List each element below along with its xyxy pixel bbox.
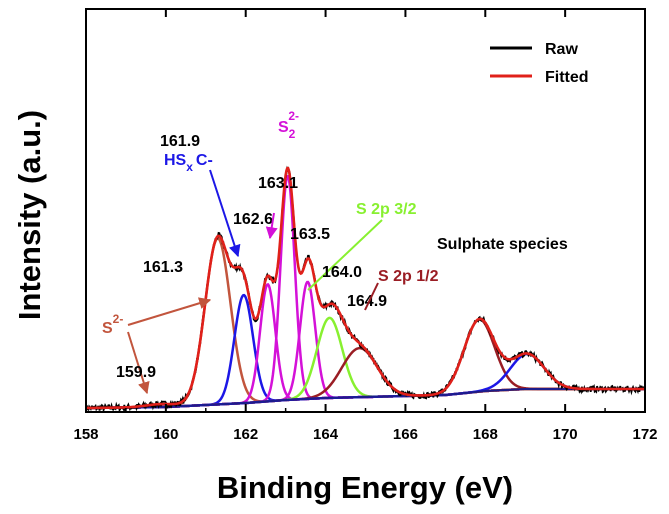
x-axis-title: Binding Energy (eV)	[217, 470, 513, 505]
y-axis-title: Intensity (a.u.)	[12, 110, 47, 320]
arrow-s2p12	[364, 282, 379, 311]
label-163-5: 163.5	[290, 226, 330, 243]
x-tick-label-158: 158	[73, 426, 98, 443]
x-tick-label-166: 166	[393, 426, 418, 443]
peak-annotations: 161.9 HSx C- S22- 163.1 162.6 163.5 S 2p …	[102, 109, 568, 395]
x-tick-label-160: 160	[153, 426, 178, 443]
x-tick-label-164: 164	[313, 426, 339, 443]
x-tick-label-162: 162	[233, 426, 258, 443]
label-162-6: 162.6	[233, 211, 273, 228]
arrow-s2minus-2	[127, 331, 150, 395]
fit-curves	[86, 165, 645, 412]
label-164-9: 164.9	[347, 293, 387, 310]
label-s2p12: S 2p 1/2	[378, 268, 439, 285]
fitted-curve	[86, 166, 645, 410]
label-163-1: 163.1	[258, 175, 298, 192]
baseline-curve	[86, 388, 645, 409]
x-axis-ticks: 158 160 162 164 166 168 170 172	[73, 9, 658, 443]
arrow-s2p32	[307, 219, 383, 291]
plot-area	[86, 165, 645, 412]
label-s2minus: S2-	[102, 312, 123, 337]
label-161-3: 161.3	[143, 259, 183, 276]
label-159-9: 159.9	[116, 364, 156, 381]
label-161-9: 161.9	[160, 133, 200, 150]
label-sulphate: Sulphate species	[437, 236, 568, 253]
label-s2p32: S 2p 3/2	[356, 201, 417, 218]
legend-fitted-label: Fitted	[545, 69, 589, 86]
label-hsxc: HSx C-	[164, 152, 213, 174]
x-tick-label-168: 168	[473, 426, 498, 443]
label-s22: S22-	[278, 109, 299, 141]
arrow-162-6	[265, 212, 278, 240]
peak-sulphate-2	[86, 352, 645, 410]
x-tick-label-170: 170	[553, 426, 578, 443]
x-tick-label-172: 172	[632, 426, 657, 443]
arrow-hsxc	[209, 169, 241, 258]
arrow-s2minus-1	[127, 297, 212, 326]
legend: Raw Fitted	[490, 41, 589, 86]
peak-164-9	[86, 346, 645, 410]
legend-raw-label: Raw	[545, 41, 578, 58]
label-164-0: 164.0	[322, 264, 362, 281]
peak-164-0	[86, 316, 645, 410]
